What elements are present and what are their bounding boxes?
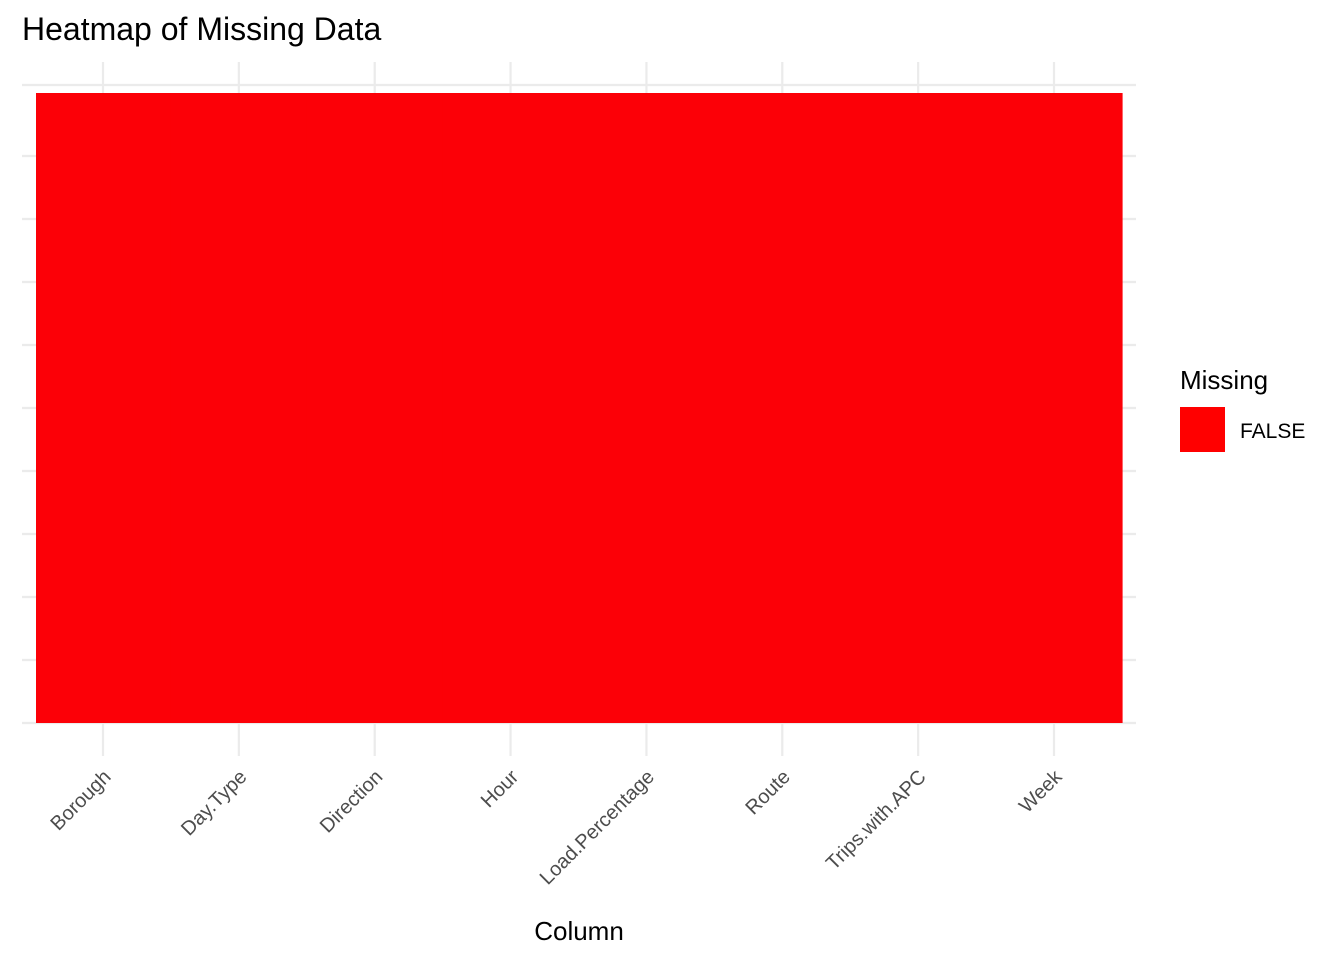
legend-label: FALSE xyxy=(1240,420,1305,443)
legend-swatch xyxy=(1180,407,1225,452)
x-tick-label: Route xyxy=(742,766,795,819)
heatmap-cell xyxy=(850,93,987,723)
heatmap-cell xyxy=(170,93,308,723)
heatmap-cell xyxy=(714,93,851,723)
legend: Missing FALSE xyxy=(1180,365,1305,452)
chart-title: Heatmap of Missing Data xyxy=(22,11,381,47)
heatmap-cell xyxy=(442,93,580,723)
x-tick-label: Trips.with.APC xyxy=(822,766,931,875)
x-tick-label: Hour xyxy=(477,766,523,812)
x-axis-title: Column xyxy=(534,916,624,946)
heatmap-cell xyxy=(986,93,1123,723)
heatmap-cells xyxy=(36,93,1123,723)
heatmap-cell xyxy=(578,93,715,723)
legend-title: Missing xyxy=(1180,365,1268,395)
heatmap-cell xyxy=(306,93,444,723)
x-tick-label: Borough xyxy=(47,766,116,835)
x-tick-label: Day.Type xyxy=(177,766,251,840)
heatmap-cell xyxy=(36,93,172,723)
legend-entries: FALSE xyxy=(1180,407,1305,452)
x-tick-label: Direction xyxy=(316,766,387,837)
x-tick-label: Week xyxy=(1015,765,1067,817)
x-axis-ticks: Borough Day.Type Direction Hour Load.Percent… xyxy=(47,765,1068,889)
x-tick-label: Load.Percentage xyxy=(536,766,659,889)
